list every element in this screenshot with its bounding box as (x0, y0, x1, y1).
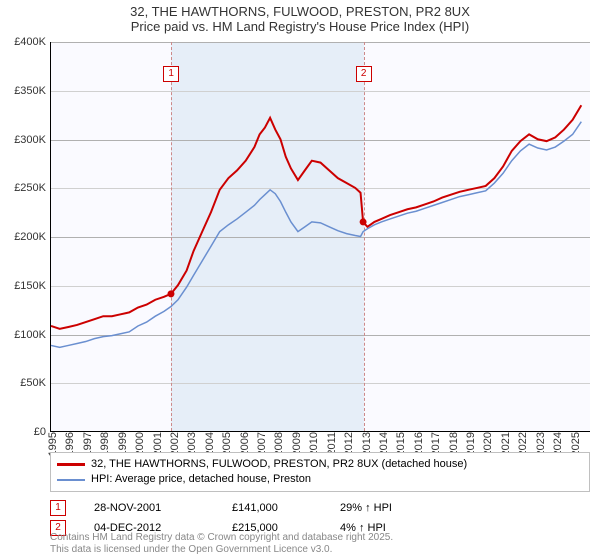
sale-price: £141,000 (232, 502, 312, 514)
legend-label-1: 32, THE HAWTHORNS, FULWOOD, PRESTON, PR2… (91, 457, 467, 472)
sale-marker-dot (167, 290, 174, 297)
sale-vs-hpi: 29% ↑ HPI (340, 502, 430, 514)
legend-swatch-1 (57, 463, 85, 466)
chart-plot-area: 12 1995199619971998199920002001200220032… (50, 42, 590, 432)
series-line (51, 105, 581, 329)
ytick-label: £150K (0, 280, 46, 292)
chart-title-line1: 32, THE HAWTHORNS, FULWOOD, PRESTON, PR2… (0, 4, 600, 19)
ytick-label: £300K (0, 134, 46, 146)
footer-line2: This data is licensed under the Open Gov… (50, 544, 393, 556)
legend-box: 32, THE HAWTHORNS, FULWOOD, PRESTON, PR2… (50, 452, 590, 492)
ytick-label: £350K (0, 85, 46, 97)
ytick-label: £50K (0, 377, 46, 389)
sale-row: 1 28-NOV-2001 £141,000 29% ↑ HPI (50, 498, 590, 518)
series-line (51, 122, 581, 348)
legend-label-2: HPI: Average price, detached house, Pres… (91, 472, 311, 487)
legend-row-series2: HPI: Average price, detached house, Pres… (57, 472, 583, 487)
sale-date: 28-NOV-2001 (94, 502, 204, 514)
ytick-label: £200K (0, 231, 46, 243)
sale-marker-badge: 1 (163, 66, 179, 82)
ytick-label: £100K (0, 329, 46, 341)
chart-title-line2: Price paid vs. HM Land Registry's House … (0, 19, 600, 34)
legend-panel: 32, THE HAWTHORNS, FULWOOD, PRESTON, PR2… (50, 452, 590, 538)
ytick-label: £250K (0, 182, 46, 194)
legend-row-series1: 32, THE HAWTHORNS, FULWOOD, PRESTON, PR2… (57, 457, 583, 472)
footer-line1: Contains HM Land Registry data © Crown c… (50, 532, 393, 544)
sale-marker-badge: 2 (356, 66, 372, 82)
ytick-label: £400K (0, 36, 46, 48)
sale-row-badge: 1 (50, 500, 66, 516)
ytick-label: £0 (0, 426, 46, 438)
legend-swatch-2 (57, 479, 85, 481)
footer-attribution: Contains HM Land Registry data © Crown c… (50, 532, 393, 556)
sale-marker-dot (360, 218, 367, 225)
